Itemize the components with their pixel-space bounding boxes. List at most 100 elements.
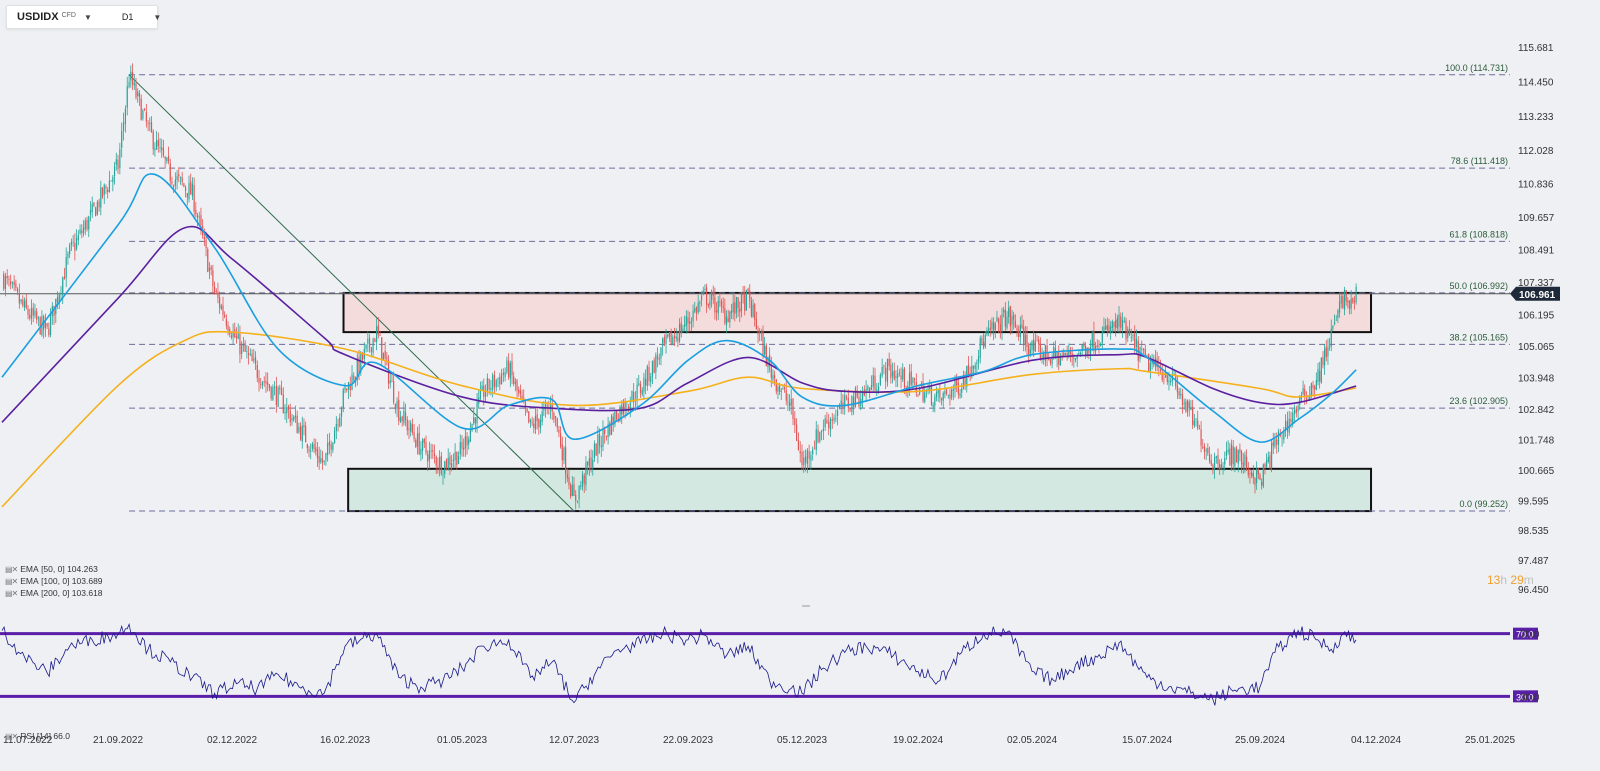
- candle-body: [643, 377, 645, 392]
- candle-body: [353, 375, 355, 381]
- symbol-label[interactable]: USDIDX: [17, 11, 59, 23]
- candle-body: [205, 239, 207, 249]
- ema200-line[interactable]: [1, 330, 1357, 508]
- trendline[interactable]: [128, 74, 575, 512]
- bar-countdown: 13h 29m: [1487, 573, 1534, 587]
- candle-body: [237, 333, 239, 339]
- candle-body: [500, 374, 503, 385]
- candle-body: [624, 401, 626, 411]
- rsi-legend[interactable]: ▤✕ RSI [14] 66.0: [5, 731, 70, 741]
- candle-body: [444, 461, 446, 475]
- candle-body: [709, 301, 711, 305]
- candle-body: [740, 293, 743, 312]
- resistance-zone[interactable]: [342, 291, 1373, 334]
- candle-body: [374, 338, 376, 343]
- timeframe-label[interactable]: D1: [121, 12, 134, 22]
- candle-body: [1026, 335, 1028, 347]
- candle-body: [870, 384, 873, 391]
- ema50-legend[interactable]: ▤✕ EMA [50, 0] 104.263: [5, 564, 98, 574]
- candle-body: [267, 382, 269, 386]
- candle-body: [675, 336, 677, 339]
- candle-body: [23, 300, 26, 308]
- candle-body: [1285, 420, 1287, 431]
- candle-body: [777, 386, 779, 392]
- candle-body: [77, 234, 79, 240]
- candle-body: [536, 414, 538, 422]
- candle-body: [755, 318, 757, 329]
- candle-body: [737, 297, 739, 309]
- price-tick-label: 99.595: [1518, 496, 1549, 507]
- candle-body: [186, 192, 188, 198]
- candle-body: [531, 422, 533, 424]
- candle-body: [188, 183, 190, 200]
- candle-body: [196, 215, 199, 218]
- date-axis[interactable]: 11.07.2022 21.09.2022 02.12.2022 16.02.2023…: [3, 735, 1515, 746]
- candle-body: [514, 381, 516, 384]
- candle-body: [406, 419, 408, 431]
- candle-body: [1276, 439, 1278, 445]
- candle-body: [1274, 439, 1276, 447]
- candle-body: [425, 441, 427, 453]
- ema200-value: 103.618: [71, 588, 103, 598]
- candle-body: [144, 109, 146, 111]
- candle-body: [720, 301, 723, 307]
- candle-body: [612, 416, 614, 426]
- candle-body: [526, 408, 528, 412]
- candle-body: [924, 392, 926, 402]
- date-tick-label: 21.09.2022: [93, 735, 143, 746]
- candle-body: [100, 187, 102, 208]
- candle-body: [1039, 343, 1041, 360]
- candle-body: [1220, 464, 1222, 469]
- symbol-dropdown-icon[interactable]: ▼: [83, 12, 92, 22]
- candle-body: [356, 358, 358, 380]
- candle-body: [710, 293, 713, 301]
- rsi-line[interactable]: [1, 622, 1357, 706]
- candle-body: [600, 445, 602, 448]
- candle-body: [648, 367, 650, 381]
- candle-body: [30, 307, 33, 319]
- candle-body: [962, 377, 965, 389]
- candle-body: [571, 484, 573, 497]
- candle-body: [215, 291, 217, 293]
- indicator-settings-icon[interactable]: ▤✕: [5, 731, 18, 741]
- indicator-settings-icon[interactable]: ▤✕: [5, 564, 18, 574]
- candle-body: [1310, 383, 1312, 397]
- candle-body: [1083, 343, 1085, 347]
- ema200-legend[interactable]: ▤✕ EMA [200, 0] 103.618: [5, 588, 103, 598]
- candle-body: [398, 399, 400, 421]
- rsi-pane[interactable]: 70.070.0 30.030.0: [0, 622, 1540, 706]
- candle-body: [335, 424, 337, 432]
- candle-body: [86, 219, 88, 230]
- candle-body: [1120, 316, 1122, 328]
- candle-body: [575, 494, 577, 501]
- candle-body: [750, 300, 752, 317]
- candle-body: [897, 373, 899, 378]
- price-tick-label: 110.836: [1518, 180, 1554, 191]
- price-axis[interactable]: 106.961: [1510, 286, 1560, 301]
- candle-body: [49, 314, 52, 336]
- candle-body: [1225, 451, 1228, 456]
- date-tick-label: 22.09.2023: [663, 735, 713, 746]
- candle-body: [1262, 464, 1264, 487]
- candle-body: [308, 449, 310, 451]
- support-zone[interactable]: [347, 467, 1373, 513]
- candle-body: [112, 177, 114, 183]
- candle-body: [224, 315, 226, 318]
- candle-body: [154, 148, 156, 151]
- indicator-settings-icon[interactable]: ▤✕: [5, 588, 18, 598]
- candle-body: [1098, 346, 1100, 348]
- candle-body: [46, 323, 48, 327]
- candle-body: [150, 122, 153, 132]
- ema50-line[interactable]: [1, 173, 1357, 443]
- ema100-legend[interactable]: ▤✕ EMA [100, 0] 103.689: [5, 576, 103, 586]
- candle-body: [1153, 363, 1155, 365]
- indicator-settings-icon[interactable]: ▤✕: [5, 576, 18, 586]
- candle-body: [1105, 325, 1107, 330]
- ema100-line[interactable]: [1, 225, 1357, 423]
- candle-body: [135, 83, 137, 98]
- candle-body: [82, 227, 85, 234]
- timeframe-dropdown-icon[interactable]: ▼: [153, 12, 162, 22]
- price-tick-label: 108.491: [1518, 246, 1555, 257]
